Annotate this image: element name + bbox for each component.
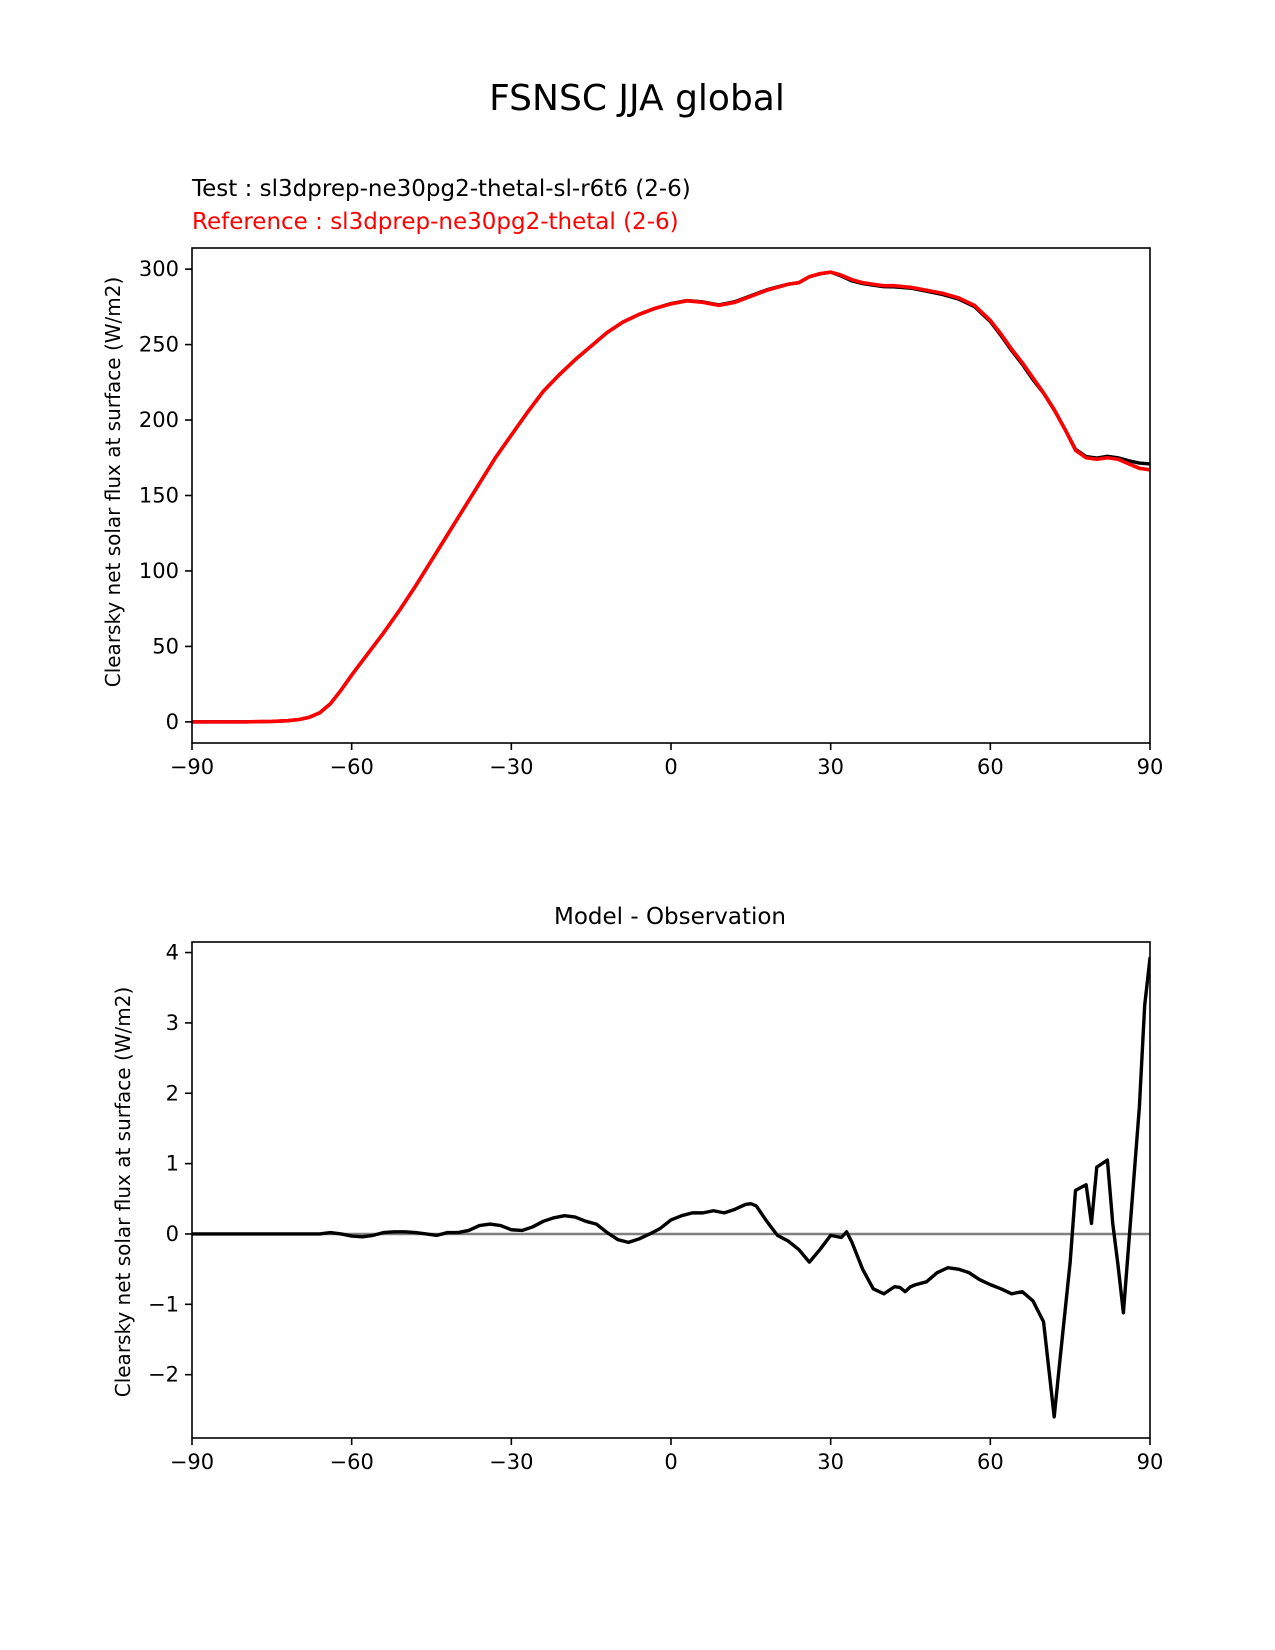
bottom-ytick-label: 0 — [166, 1222, 179, 1246]
bottom-xtick-label: 60 — [977, 1450, 1004, 1474]
top-ytick-label: 50 — [152, 634, 179, 658]
bottom-ytick-label: 2 — [166, 1081, 179, 1105]
bottom-ytick-label: −1 — [148, 1292, 179, 1316]
bottom-ytick-label: 4 — [166, 941, 179, 965]
top-ytick-label: 200 — [139, 408, 179, 432]
test-label: Test : sl3dprep-ne30pg2-thetal-sl-r6t6 (… — [191, 176, 691, 202]
top-ytick-label: 100 — [139, 559, 179, 583]
top-xtick-label: 90 — [1137, 755, 1164, 779]
top-xtick-label: 0 — [664, 755, 677, 779]
bottom-panel: Model - Observation −90 −60 −30 0 30 60 90−2−1… — [111, 904, 1163, 1474]
bottom-ytick-label: −2 — [148, 1363, 179, 1387]
reference-label: Reference : sl3dprep-ne30pg2-thetal (2-6… — [192, 209, 679, 235]
bottom-plot-lines — [192, 956, 1150, 1419]
top-ytick-label: 150 — [139, 484, 179, 508]
top-ytick-label: 250 — [139, 333, 179, 357]
bottom-xtick-label: 0 — [664, 1450, 677, 1474]
top-plot-lines — [192, 270, 1150, 724]
bottom-ytick-label: 1 — [166, 1152, 179, 1176]
bottom-ytick-label: 3 — [166, 1011, 179, 1035]
bottom-xtick-label: −30 — [489, 1450, 533, 1474]
top-xtick-label: −30 — [489, 755, 533, 779]
top-ylabel: Clearsky net solar flux at surface (W/m2… — [101, 277, 125, 688]
bottom-xtick-label: −60 — [330, 1450, 374, 1474]
bottom-title: Model - Observation — [554, 904, 786, 930]
figure-title: FSNSC JJA global — [489, 78, 785, 119]
top-xtick-label: −90 — [170, 755, 214, 779]
top-panel: Test : sl3dprep-ne30pg2-thetal-sl-r6t6 (… — [101, 176, 1163, 779]
bottom-frame — [191, 941, 1151, 1439]
top-frame — [191, 247, 1151, 744]
bottom-xtick-label: −90 — [170, 1450, 214, 1474]
bottom-axes: −90 −60 −30 0 30 60 90 −2 −1 0 1 2 3 4 — [148, 941, 1163, 1474]
top-xtick-label: 30 — [817, 755, 844, 779]
top-xtick-label: −60 — [330, 755, 374, 779]
top-ytick-label: 300 — [139, 257, 179, 281]
bottom-series-difference — [192, 956, 1150, 1419]
top-ytick-label: 0 — [166, 710, 179, 734]
top-axes: −90 −60 −30 0 30 60 90 0 50 100 150 200 250 300 — [139, 247, 1164, 779]
top-xtick-label: 60 — [977, 755, 1004, 779]
bottom-ylabel: Clearsky net solar flux at surface (W/m2… — [111, 987, 135, 1398]
top-series-reference — [192, 270, 1150, 724]
bottom-xtick-label: 90 — [1137, 1450, 1164, 1474]
bottom-xtick-label: 30 — [817, 1450, 844, 1474]
